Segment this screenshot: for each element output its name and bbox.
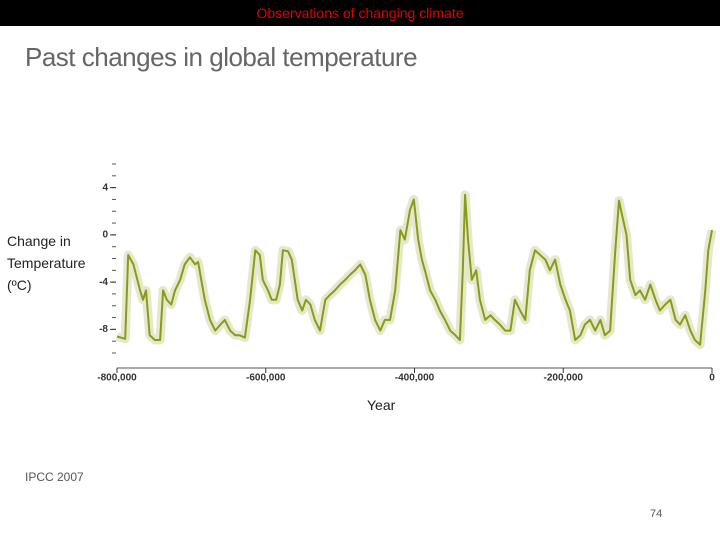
source: IPCC 2007 [25, 470, 84, 484]
x-tick-label: -800,000 [97, 373, 137, 384]
x-axis-label: Year [367, 397, 396, 413]
x-tick-label: -400,000 [395, 373, 435, 384]
header: Observations of changing climate [256, 5, 464, 21]
x-tick-label: -600,000 [246, 373, 286, 384]
y-tick-label: 0 [102, 230, 108, 241]
line [116, 193, 713, 346]
y-tick-label: 4 [102, 182, 108, 193]
x-tick-label: -200,000 [544, 373, 584, 384]
header-bar: Observations of changing climate [0, 0, 720, 26]
y-tick-label: -8 [99, 324, 108, 335]
y-tick-label: -4 [99, 277, 108, 288]
x-tick-label: 0 [709, 373, 715, 384]
page-number: 74 [650, 508, 663, 520]
slide-title: Past changes in global temperature [25, 42, 418, 72]
y-axis-label: Change in Temperature (ºC) [7, 233, 86, 293]
